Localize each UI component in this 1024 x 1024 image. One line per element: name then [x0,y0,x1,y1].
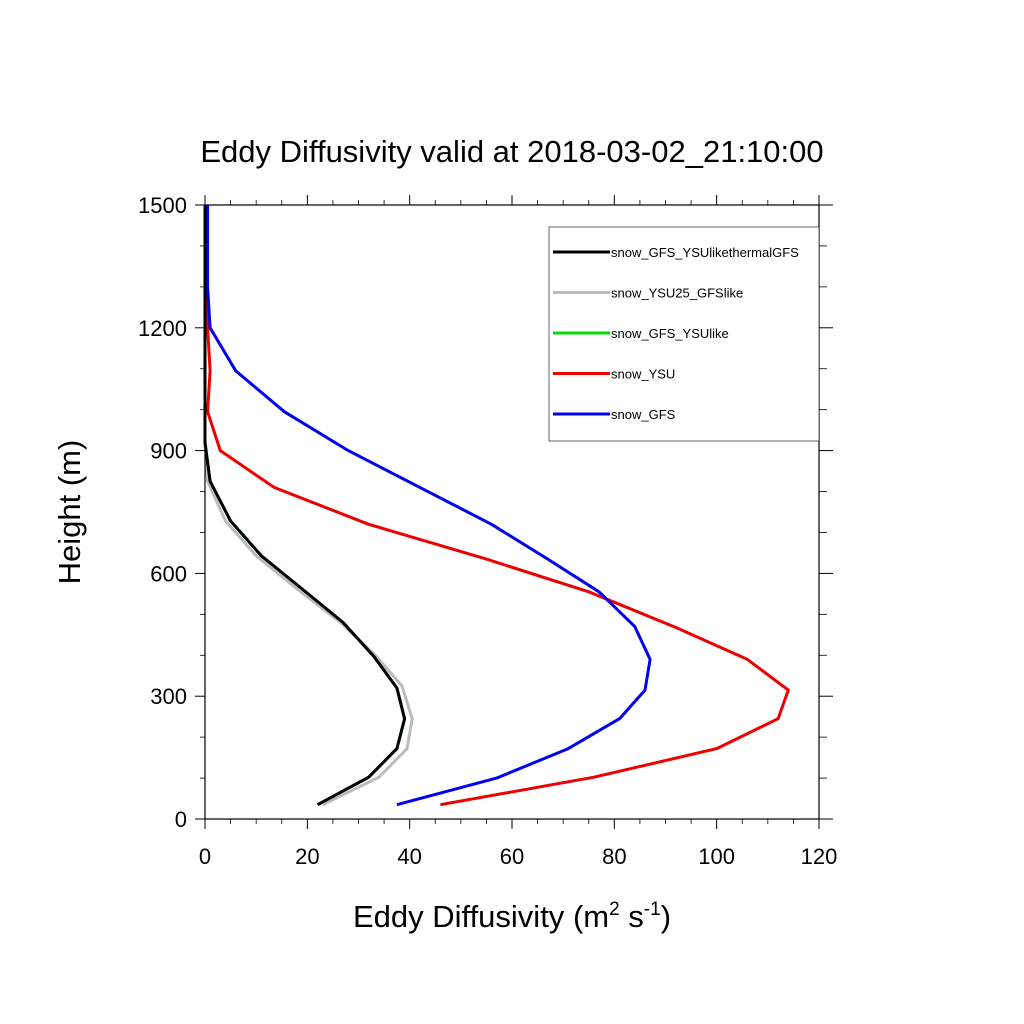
x-tick-label: 40 [397,844,421,869]
y-tick-label: 300 [150,684,187,709]
x-axis-unit-sup1: 2 [609,899,620,920]
y-tick-label: 900 [150,439,187,464]
legend-label: snow_GFS [611,407,676,422]
x-axis-unit-sup2: -1 [644,899,661,920]
legend-label: snow_GFS_YSUlikethermalGFS [611,245,799,260]
x-axis-title-main: Eddy Diffusivity [353,899,565,934]
x-tick-label: 60 [500,844,524,869]
x-axis-unit-open: (m [573,899,609,934]
x-tick-label: 120 [801,844,838,869]
y-tick-label: 1500 [138,193,187,218]
y-tick-label: 600 [150,561,187,586]
legend-label: snow_YSU [611,367,675,382]
y-tick-label: 1200 [138,316,187,341]
x-tick-label: 100 [698,844,735,869]
chart-title: Eddy Diffusivity valid at 2018-03-02_21:… [200,134,823,169]
legend-label: snow_GFS_YSUlike [611,326,729,341]
x-tick-label: 0 [199,844,211,869]
series-line-snow-ysu [203,205,790,807]
legend-label: snow_YSU25_GFSlike [611,286,743,301]
y-tick-label: 0 [175,807,187,832]
series-line-snow-gfs [206,205,652,807]
x-axis-unit-close: ) [661,899,671,934]
y-axis-title: Height (m) [52,440,87,585]
x-tick-label: 20 [295,844,319,869]
x-tick-label: 80 [602,844,626,869]
x-axis-unit-mid: s [620,899,644,934]
legend: snow_GFS_YSUlikethermalGFS snow_YSU25_GFS… [548,226,820,442]
x-axis-title: Eddy Diffusivity (m2 s-1) [353,899,671,934]
